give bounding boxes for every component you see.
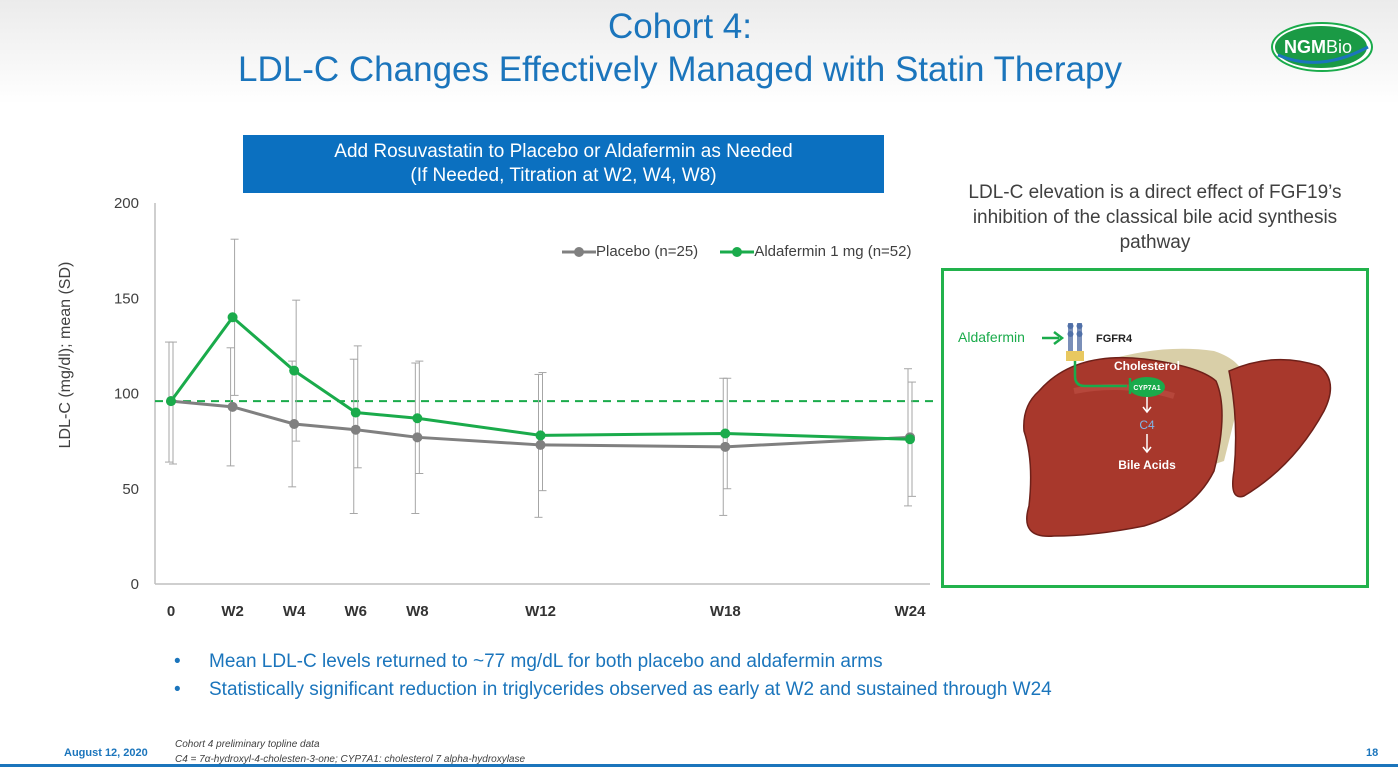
aldafermin-point <box>720 428 731 439</box>
footer-note-2: C4 = 7α-hydroxyl-4-cholesten-3-one; CYP7… <box>175 754 526 765</box>
x-tick-label: W8 <box>406 603 429 620</box>
aldafermin-point <box>535 430 546 441</box>
legend-marker-placebo <box>562 247 596 258</box>
banner-line-1: Add Rosuvastatin to Placebo or Aldafermi… <box>334 141 793 162</box>
footer-notes: Cohort 4 preliminary topline data C4 = 7… <box>175 737 525 767</box>
x-tick-label: W24 <box>895 603 927 620</box>
mechanism-description: LDL-C elevation is a direct effect of FG… <box>968 182 1342 253</box>
error-bars <box>165 238 916 518</box>
y-axis-label: LDL-C (mg/dl); mean (SD) <box>57 261 74 449</box>
chart-axes <box>154 203 930 585</box>
down-arrow-icon <box>1142 397 1152 414</box>
bullet-text: Mean LDL-C levels returned to ~77 mg/dL … <box>209 651 883 672</box>
bullet-item: • Statistically significant reduction in … <box>172 676 1052 704</box>
liver-illustration: Aldafermin FGFR4 Cholesterol CYP7A1 C4 <box>958 323 1332 537</box>
chart-legend: Placebo (n=25) Aldafermin 1 mg (n=52) <box>562 243 929 260</box>
y-tick-label: 50 <box>122 481 139 498</box>
slide-header: Cohort 4: LDL-C Changes Effectively Mana… <box>0 0 1398 104</box>
x-tick-label: W18 <box>710 603 741 620</box>
page-number: 18 <box>1366 747 1379 759</box>
legend-marker-aldafermin <box>720 247 755 258</box>
key-findings-list: • Mean LDL-C levels returned to ~77 mg/dL… <box>172 648 1052 704</box>
bullet-icon: • <box>174 679 181 700</box>
aldafermin-line <box>169 315 911 441</box>
inhibition-path <box>1073 361 1127 388</box>
x-tick-label: W6 <box>345 603 368 620</box>
titration-banner: Add Rosuvastatin to Placebo or Aldafermi… <box>243 135 884 193</box>
liver-pathway-diagram: Aldafermin FGFR4 Cholesterol CYP7A1 C4 <box>941 268 1369 588</box>
placebo-line <box>170 399 911 449</box>
placebo-point <box>535 439 546 450</box>
y-tick-label: 200 <box>114 195 139 212</box>
liver-right-lobe <box>1228 358 1332 498</box>
liver-main-lobe <box>1023 356 1223 537</box>
footer-date: August 12, 2020 <box>64 747 148 759</box>
aldafermin-point <box>166 396 176 407</box>
legend-item-placebo: Placebo (n=25) <box>562 243 698 260</box>
receptor-label: FGFR4 <box>1096 333 1133 345</box>
y-tick-label: 150 <box>114 290 139 307</box>
placebo-point <box>227 401 238 412</box>
bile-acids-label: Bile Acids <box>1118 458 1176 472</box>
aldafermin-point <box>412 413 423 424</box>
x-tick-label: W4 <box>283 603 306 620</box>
bullet-text: Statistically significant reduction in t… <box>209 679 1052 700</box>
slide-title-line-2: LDL-C Changes Effectively Managed with S… <box>238 50 1122 89</box>
footer-rule <box>0 764 1398 767</box>
banner-line-2: (If Needed, Titration at W2, W4, W8) <box>410 165 717 186</box>
svg-text:NGMBio: NGMBio <box>1284 37 1352 57</box>
legend-item-aldafermin: Aldafermin 1 mg (n=52) <box>720 243 911 260</box>
legend-label-placebo: Placebo (n=25) <box>596 243 699 260</box>
bullet-icon: • <box>174 651 181 672</box>
placebo-point <box>289 418 300 429</box>
aldafermin-point <box>350 407 361 418</box>
ldl-chart: 0 50 100 150 200 0 W2 W4 W6 W8 W12 W18 W24 <box>114 195 936 620</box>
logo-text-bold: NGM <box>1284 37 1326 57</box>
down-arrow-icon <box>1142 434 1152 454</box>
bullet-item: • Mean LDL-C levels returned to ~77 mg/dL… <box>172 648 1052 676</box>
aldafermin-point <box>289 365 300 376</box>
tick-labels: 0 50 100 150 200 0 W2 W4 W6 W8 W12 W18 W24 <box>114 195 926 620</box>
placebo-point <box>350 424 361 435</box>
legend-label-aldafermin: Aldafermin 1 mg (n=52) <box>754 243 912 260</box>
logo-text-light: Bio <box>1326 37 1352 57</box>
placebo-point <box>720 441 731 452</box>
placebo-point <box>412 432 423 443</box>
x-tick-label: 0 <box>167 603 175 620</box>
c4-label: C4 <box>1139 418 1155 432</box>
drug-arrow <box>1042 331 1065 345</box>
fgfr4-receptor-icon <box>1066 323 1084 361</box>
drug-label: Aldafermin <box>958 329 1025 345</box>
slide-title-line-1: Cohort 4: <box>608 7 752 46</box>
enzyme-label: CYP7A1 <box>1133 385 1160 392</box>
x-tick-label: W2 <box>221 603 244 620</box>
series-lines <box>169 315 911 449</box>
x-tick-label: W12 <box>525 603 556 620</box>
cholesterol-label: Cholesterol <box>1114 359 1180 373</box>
footer-note-1: Cohort 4 preliminary topline data <box>175 739 320 750</box>
aldafermin-point <box>227 312 238 323</box>
y-tick-label: 100 <box>114 386 139 403</box>
y-tick-label: 0 <box>131 576 139 593</box>
series-points <box>166 312 915 452</box>
aldafermin-point <box>905 434 915 445</box>
cyp7a1-enzyme <box>1129 377 1165 397</box>
ngmbio-logo: NGMBio <box>1271 22 1373 72</box>
